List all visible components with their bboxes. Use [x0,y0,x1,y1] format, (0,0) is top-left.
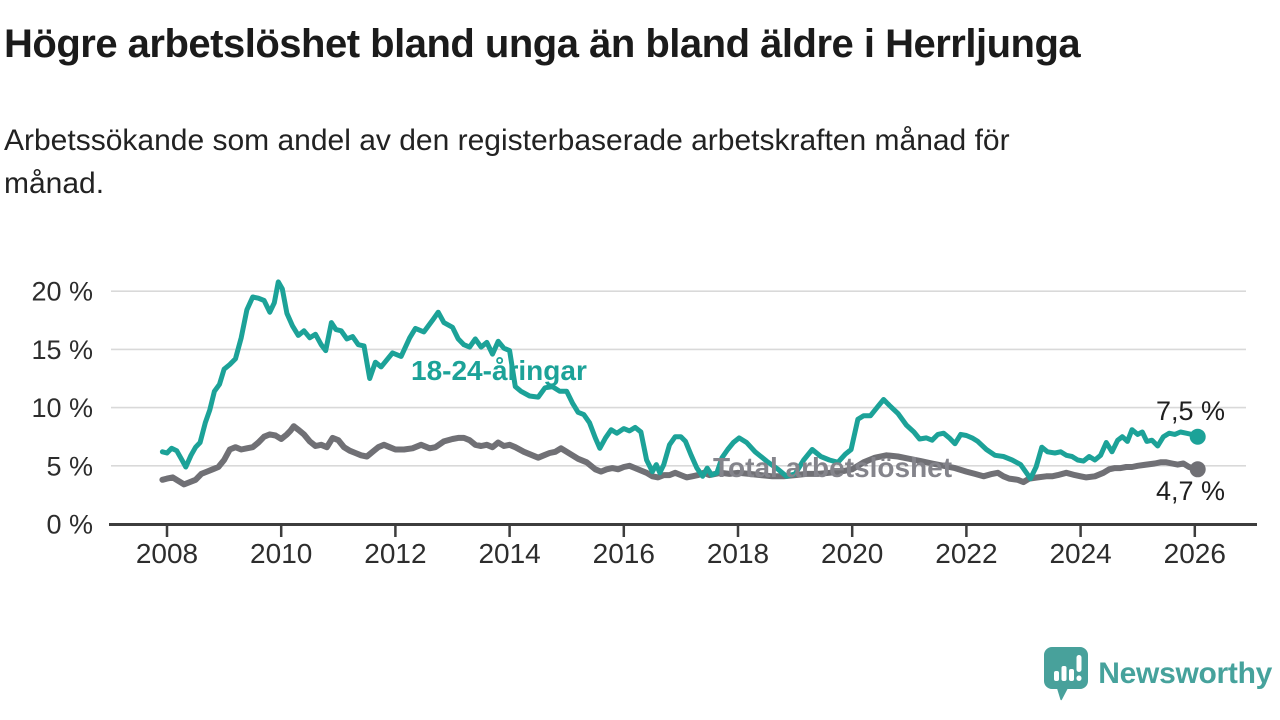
bar-small [1054,671,1060,681]
x-axis-tick-label: 2010 [250,538,312,569]
end-value-label-youth: 7,5 % [1156,396,1225,426]
page-title: Högre arbetslöshet bland unga än bland ä… [4,22,1081,66]
series-end-dot-youth [1189,428,1206,445]
y-axis-tick-label: 5 % [46,451,93,481]
series-end-dot-total [1189,461,1206,478]
x-axis-tick-label: 2016 [593,538,655,569]
bar-medium [1069,669,1075,681]
newsworthy-logo: Newsworthy [1043,646,1272,702]
series-label-total: Total arbetslöshet [713,452,952,483]
exclamation-dot [1076,675,1082,681]
series-lines-group [159,279,1206,488]
x-tick-labels-group: 2008 2010 2012 2014 2016 2018 2020 2022 2024 2026 [136,538,1226,569]
y-axis-tick-label: 20 % [31,277,93,307]
y-axis-tick-label: 0 % [46,510,93,540]
end-value-label-total: 4,7 % [1156,476,1225,506]
x-axis-tick-label: 2012 [364,538,426,569]
x-axis-tick-label: 2014 [478,538,540,569]
page-subtitle: Arbetssökande som andel av den registerb… [4,120,1224,205]
x-axis-tick-label: 2008 [136,538,198,569]
x-axis-tick-label: 2018 [707,538,769,569]
brand-name: Newsworthy [1098,657,1272,690]
x-axis-tick-label: 2022 [935,538,997,569]
x-axis-tick-label: 2026 [1164,538,1226,569]
bar-tall [1061,666,1067,681]
subtitle-line-2: månad. [4,166,105,200]
exclamation-stroke [1076,655,1082,672]
series-line-youth [159,279,1201,482]
axis-group [109,523,1257,537]
x-axis-tick-label: 2020 [821,538,883,569]
x-axis-tick-label: 2024 [1049,538,1111,569]
y-tick-labels-group: 0 % 5 % 10 % 15 % 20 % [31,277,93,540]
y-axis-tick-label: 15 % [31,335,93,365]
newsworthy-bubble-icon [1044,647,1089,701]
y-axis-tick-label: 10 % [31,393,93,423]
series-label-youth: 18-24-åringar [411,355,587,386]
gridlines-group [111,290,1246,467]
subtitle-line-1: Arbetssökande som andel av den registerb… [4,124,1010,157]
